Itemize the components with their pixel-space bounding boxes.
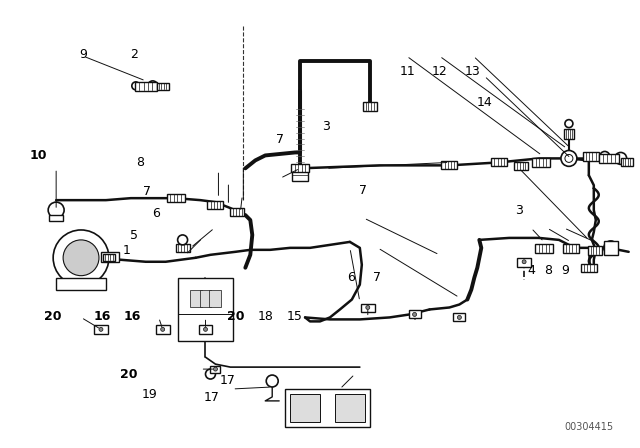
Text: 20: 20	[227, 310, 244, 323]
Circle shape	[366, 306, 370, 310]
Text: 20: 20	[120, 368, 138, 381]
Circle shape	[214, 367, 218, 371]
Bar	[408, 310, 420, 319]
Circle shape	[604, 241, 618, 255]
Bar	[621, 159, 632, 166]
Text: 10: 10	[29, 149, 47, 162]
Text: 17: 17	[220, 374, 236, 387]
Bar	[604, 241, 618, 255]
Bar	[290, 394, 320, 422]
Text: 4: 4	[527, 264, 536, 277]
Bar	[563, 244, 579, 253]
Bar	[156, 325, 170, 334]
Bar	[532, 159, 550, 168]
Bar	[514, 162, 528, 170]
Text: 14: 14	[477, 95, 492, 108]
Bar	[291, 164, 309, 172]
Text: 9: 9	[79, 48, 87, 61]
Circle shape	[561, 151, 577, 166]
Bar	[285, 389, 370, 427]
Bar	[101, 252, 119, 262]
Bar	[200, 289, 211, 307]
Text: 00304415: 00304415	[564, 422, 613, 432]
Bar	[583, 152, 599, 161]
Text: 6: 6	[152, 207, 159, 220]
Bar	[49, 215, 63, 221]
Circle shape	[458, 315, 461, 319]
Circle shape	[266, 375, 278, 387]
Bar	[175, 244, 189, 252]
Text: 7: 7	[276, 133, 285, 146]
Text: 7: 7	[143, 185, 150, 198]
Circle shape	[565, 120, 573, 128]
Bar	[135, 82, 157, 91]
Circle shape	[205, 369, 216, 379]
Bar	[535, 244, 553, 253]
Text: 9: 9	[561, 264, 568, 277]
Circle shape	[565, 155, 573, 162]
Text: 2: 2	[130, 48, 138, 61]
Bar	[599, 155, 619, 164]
Text: 1: 1	[122, 244, 130, 257]
Circle shape	[614, 152, 627, 164]
Text: 16: 16	[93, 310, 111, 323]
Circle shape	[413, 312, 417, 316]
Text: 13: 13	[465, 65, 481, 78]
Circle shape	[522, 260, 526, 264]
Bar	[453, 314, 465, 321]
Bar	[198, 325, 212, 334]
Bar	[178, 278, 234, 341]
Text: 5: 5	[130, 228, 138, 241]
Bar	[361, 303, 375, 312]
Text: 15: 15	[287, 310, 303, 323]
Bar	[230, 208, 244, 216]
Circle shape	[204, 327, 207, 332]
Bar	[209, 289, 221, 307]
Bar	[335, 394, 365, 422]
Text: 11: 11	[399, 65, 415, 78]
Text: 7: 7	[373, 271, 381, 284]
Text: 18: 18	[258, 310, 274, 323]
Circle shape	[53, 230, 109, 286]
Bar	[157, 83, 169, 90]
Bar	[363, 102, 377, 111]
Circle shape	[148, 81, 157, 91]
Text: 3: 3	[515, 204, 523, 217]
Text: 6: 6	[347, 271, 355, 284]
Text: 12: 12	[432, 65, 447, 78]
Bar	[211, 366, 220, 373]
Text: 7: 7	[359, 184, 367, 197]
Circle shape	[48, 202, 64, 218]
Circle shape	[600, 151, 610, 161]
Circle shape	[132, 82, 140, 90]
Circle shape	[99, 327, 103, 332]
Bar	[517, 258, 531, 267]
Text: 8: 8	[544, 264, 552, 277]
Bar	[103, 254, 115, 261]
Bar	[94, 325, 108, 334]
Text: 3: 3	[323, 121, 330, 134]
Bar	[588, 246, 602, 255]
Bar	[56, 278, 106, 289]
Text: 8: 8	[136, 156, 144, 169]
Circle shape	[161, 327, 164, 332]
Bar	[492, 159, 507, 166]
Text: 19: 19	[141, 388, 157, 401]
Bar	[166, 194, 184, 202]
Text: 20: 20	[44, 310, 61, 323]
Circle shape	[63, 240, 99, 276]
Circle shape	[178, 235, 188, 245]
Bar	[189, 289, 202, 307]
Bar	[442, 161, 458, 169]
Bar	[207, 201, 223, 209]
Text: 16: 16	[124, 310, 141, 323]
Bar	[564, 129, 574, 138]
Text: 17: 17	[204, 391, 220, 404]
Bar	[292, 169, 308, 181]
Bar	[581, 264, 596, 271]
